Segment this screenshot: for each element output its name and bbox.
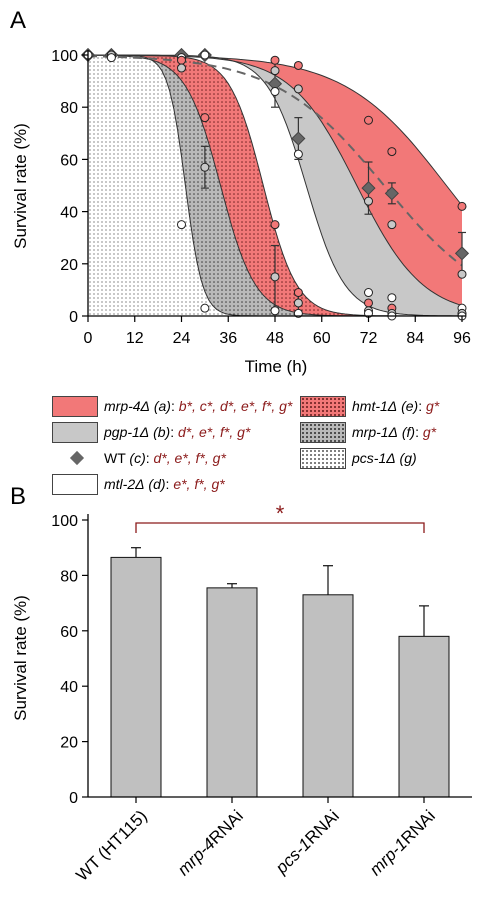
data-point-mrp-1: [270, 272, 280, 282]
panel-b-bars: [110, 547, 450, 798]
data-point-mtl-2: [200, 50, 210, 60]
data-point-mrp-1: [293, 298, 303, 308]
panel-a-x-label: Time (h): [245, 357, 308, 376]
significance-star: *: [276, 501, 285, 526]
x-tick-label: 12: [126, 330, 144, 347]
data-point-pcs-1: [106, 53, 116, 63]
data-point-mrp-4: [293, 60, 303, 70]
panel-b-label: B: [10, 483, 26, 510]
y-tick-label: 0: [69, 790, 78, 807]
data-point-mrp-4: [387, 147, 397, 157]
x-tick-label: 0: [84, 330, 93, 347]
area-mrp-1: [88, 55, 462, 316]
area-pcs-1: [88, 55, 462, 316]
x-tick-label: pcs-1RNAi: [271, 806, 343, 878]
data-point-hmt-1: [293, 288, 303, 298]
y-tick-label: 0: [69, 309, 78, 326]
data-point-hmt-1: [364, 298, 373, 308]
panel-a-y-label: Survival rate (%): [11, 123, 30, 249]
x-tick-label: WT (HT115): [72, 806, 150, 884]
panel-b-y-label: Survival rate (%): [11, 595, 30, 721]
legend-entry-mrp-1: mrp-1Δ (f): g*: [352, 424, 437, 440]
legend-entry-hmt-1: hmt-1Δ (e): g*: [352, 398, 440, 414]
legend-swatch-mtl-2: [52, 474, 98, 495]
x-tick-label: 72: [360, 330, 378, 347]
bar-wt-ht115: [110, 556, 162, 798]
data-point-hmt-1: [200, 113, 210, 123]
data-point-mrp-1: [177, 63, 186, 73]
legend-swatch-hmt-1: [300, 396, 346, 417]
x-tick-label: 84: [406, 330, 424, 347]
x-tick-label: 96: [453, 330, 471, 347]
x-tick-label: mrp-4RNAi: [174, 806, 247, 879]
data-point-mrp-4: [270, 55, 280, 65]
legend-swatch-pcs-1: [300, 448, 346, 469]
x-tick-label: 24: [173, 330, 191, 347]
data-point-hmt-1: [270, 220, 280, 230]
panel-a-label: A: [10, 7, 26, 34]
significance-bracket-line: [135, 522, 425, 533]
y-tick-label: 20: [60, 735, 78, 752]
legend-entry-pcs-1: pcs-1Δ (g): [352, 450, 417, 466]
data-point-pcs-1: [200, 303, 210, 313]
panel-a-axes: 0 20 40 60 80 100 0 12 24 36 48 60 72 84 96: [51, 48, 471, 347]
data-point-mtl-2: [270, 87, 280, 97]
legend-swatch-mrp-1: [300, 422, 346, 443]
data-point-pgp-1: [364, 196, 373, 206]
data-point-wt: [291, 131, 306, 146]
bar-mrp-4rnai: [206, 587, 258, 798]
y-tick-label: 40: [60, 205, 78, 222]
legend-swatch-pgp-1: [52, 422, 98, 443]
bar-pcs-1rnai: [302, 594, 354, 798]
bar-mrp-1rnai: [398, 635, 450, 798]
x-tick-label: mrp-1RNAi: [366, 806, 439, 879]
x-tick-label: 36: [219, 330, 237, 347]
legend-entry-mrp-4: mrp-4Δ (a): b*, c*, d*, e*, f*, g*: [104, 398, 293, 414]
data-point-wt: [384, 186, 399, 201]
data-point-wt: [361, 181, 376, 196]
data-point-mrp-4: [457, 201, 467, 211]
significance-bracket: *: [135, 501, 425, 533]
data-point-pgp-1: [387, 220, 397, 230]
legend-entry-pgp-1: pgp-1Δ (b): d*, e*, f*, g*: [104, 424, 251, 440]
y-tick-label: 80: [60, 568, 78, 585]
fit-line-wt: [87, 55, 463, 267]
data-point-wt: [454, 246, 470, 261]
x-tick-label: 48: [266, 330, 284, 347]
data-point-pgp-1: [457, 269, 467, 279]
y-tick-label: 20: [60, 257, 78, 274]
data-point-pgp-1: [270, 66, 280, 76]
data-point-pcs-1: [177, 220, 186, 230]
data-point-mtl-2: [364, 288, 373, 298]
data-point-mtl-2: [387, 293, 397, 303]
area-pgp-1: [88, 55, 462, 316]
data-point-wt: [267, 76, 283, 91]
y-tick-label: 60: [60, 624, 78, 641]
y-tick-label: 80: [60, 100, 78, 117]
y-tick-label: 60: [60, 152, 78, 169]
data-point-pcs-1: [270, 306, 280, 316]
legend-swatch-mrp-4: [52, 396, 98, 417]
data-point-mrp-1: [200, 162, 210, 172]
data-point-mrp-4: [364, 115, 373, 125]
legend-entry-mtl-2: mtl-2Δ (d): e*, f*, g*: [104, 476, 225, 492]
y-tick-label: 40: [60, 679, 78, 696]
data-point-pgp-1: [293, 84, 303, 94]
data-point-mtl-2: [293, 149, 303, 159]
legend-entry-wt: WT (c): d*, e*, f*, g*: [104, 450, 226, 466]
area-mtl-2: [88, 55, 462, 316]
data-point-hmt-1: [177, 55, 186, 65]
y-tick-label: 100: [51, 48, 78, 65]
x-tick-label: 60: [313, 330, 331, 347]
y-tick-label: 100: [51, 513, 78, 530]
